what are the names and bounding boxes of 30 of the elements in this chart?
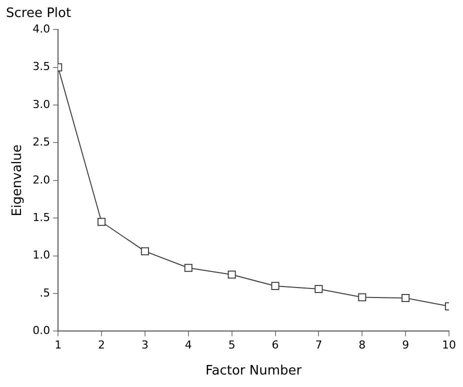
- x-tick-label: 4: [184, 338, 192, 352]
- point: [228, 270, 236, 279]
- y-tick-label: 1.5: [32, 210, 50, 224]
- x-tick-label: 6: [272, 338, 279, 352]
- y-axis-title: Eigenvalue: [10, 144, 26, 216]
- y-tick-label: 4.0: [32, 22, 50, 36]
- y-tick-label: 0.0: [32, 324, 50, 338]
- y-tick-label: 1.0: [32, 248, 50, 262]
- point: [358, 293, 366, 302]
- y-tick-label: 3.5: [32, 60, 50, 74]
- point: [402, 294, 410, 302]
- x-tick-label: 7: [315, 338, 322, 352]
- y-tick-label: 3.0: [32, 98, 50, 111]
- x-tick-label: 2: [98, 338, 106, 352]
- x-tick-label: 5: [228, 338, 236, 352]
- y-tick-label: .5: [40, 286, 50, 300]
- chart-title: Scree Plot: [6, 6, 72, 22]
- x-tick-label: 3: [141, 338, 148, 352]
- x-tick-label: 1: [54, 338, 62, 352]
- x-tick-label: 9: [402, 338, 410, 352]
- point: [314, 284, 323, 294]
- y-tick-label: 2.5: [32, 136, 50, 149]
- point: [184, 264, 192, 272]
- y-tick-label: 2.0: [32, 173, 50, 186]
- point: [97, 218, 106, 226]
- x-tick-label: 8: [358, 338, 366, 352]
- x-tick-label: 10: [442, 338, 456, 352]
- point: [140, 247, 149, 256]
- point: [271, 282, 280, 290]
- x-axis-title: Factor Number: [205, 364, 302, 379]
